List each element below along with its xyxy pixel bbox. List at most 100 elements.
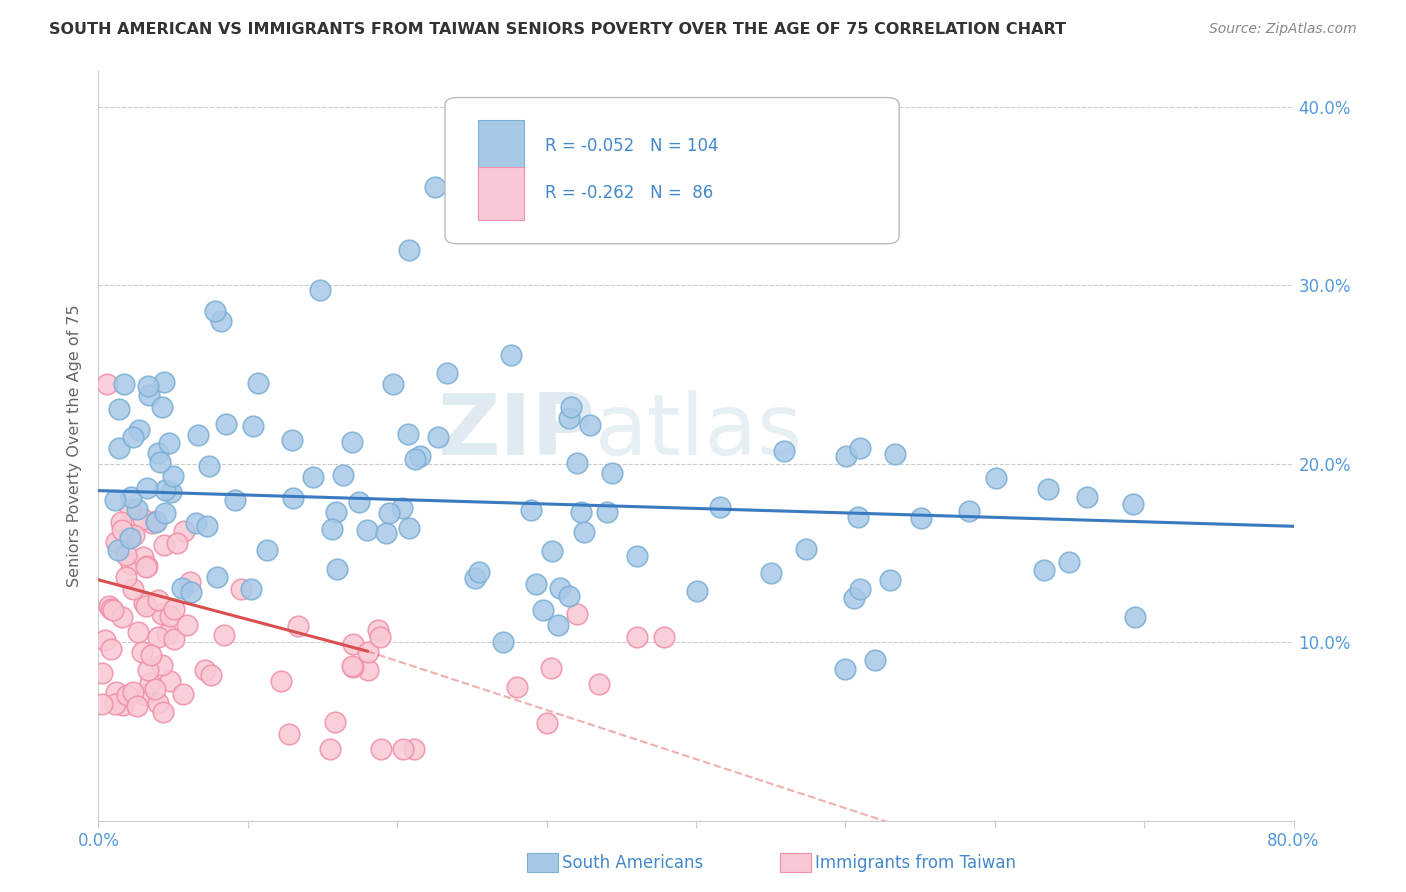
Point	[370, 742, 392, 756]
Point	[157, 435, 180, 450]
Point	[152, 375, 174, 389]
Y-axis label: Seniors Poverty Over the Age of 75: Seniors Poverty Over the Age of 75	[67, 305, 83, 587]
Point	[136, 481, 159, 495]
Point	[132, 596, 155, 610]
Point	[506, 680, 529, 694]
Point	[773, 443, 796, 458]
Point	[323, 715, 346, 730]
Point	[94, 633, 117, 648]
Point	[100, 602, 122, 616]
Point	[163, 632, 186, 646]
Point	[96, 376, 118, 391]
Point	[205, 570, 228, 584]
Point	[436, 367, 458, 381]
Point	[120, 491, 142, 505]
Point	[209, 314, 232, 328]
Point	[834, 662, 856, 676]
Point	[405, 452, 427, 467]
Point	[309, 283, 332, 297]
Text: R = -0.262   N =  86: R = -0.262 N = 86	[546, 185, 714, 202]
Point	[391, 742, 413, 756]
Point	[179, 575, 201, 590]
Text: Immigrants from Taiwan: Immigrants from Taiwan	[815, 854, 1017, 871]
Point	[759, 566, 782, 580]
Point	[108, 441, 131, 455]
Point	[910, 511, 932, 525]
Point	[153, 483, 176, 498]
Point	[1036, 482, 1059, 496]
Point	[112, 377, 135, 392]
Point	[540, 544, 562, 558]
Point	[104, 535, 127, 549]
Point	[136, 559, 159, 574]
Point	[198, 459, 221, 474]
Point	[122, 430, 145, 444]
Point	[132, 549, 155, 564]
Point	[212, 628, 235, 642]
Point	[652, 631, 675, 645]
Point	[115, 570, 138, 584]
Point	[127, 624, 149, 639]
Point	[281, 491, 304, 506]
Point	[138, 676, 160, 690]
Point	[464, 571, 486, 585]
FancyBboxPatch shape	[446, 97, 900, 244]
Point	[579, 417, 602, 432]
Point	[560, 401, 582, 415]
Point	[835, 449, 858, 463]
Point	[356, 523, 378, 537]
Point	[170, 582, 193, 596]
Point	[131, 645, 153, 659]
Point	[125, 698, 148, 713]
Point	[100, 641, 122, 656]
Point	[153, 538, 176, 552]
Point	[242, 418, 264, 433]
Point	[626, 630, 648, 644]
Point	[134, 688, 156, 702]
Point	[520, 503, 543, 517]
Point	[163, 601, 186, 615]
Point	[150, 657, 173, 672]
Point	[423, 180, 446, 194]
Point	[558, 589, 581, 603]
Point	[128, 423, 150, 437]
Point	[111, 524, 134, 538]
Point	[160, 484, 183, 499]
Point	[626, 549, 648, 564]
Point	[120, 501, 142, 516]
Point	[842, 591, 865, 606]
Point	[117, 688, 139, 702]
Point	[159, 608, 181, 623]
Point	[600, 466, 623, 480]
Point	[204, 303, 226, 318]
Point	[332, 467, 354, 482]
Point	[215, 417, 238, 432]
Point	[229, 582, 252, 596]
Point	[281, 433, 304, 447]
Point	[162, 469, 184, 483]
Point	[1076, 491, 1098, 505]
Point	[104, 697, 127, 711]
Point	[277, 726, 299, 740]
Point	[166, 535, 188, 549]
Point	[150, 400, 173, 414]
Text: Source: ZipAtlas.com: Source: ZipAtlas.com	[1209, 22, 1357, 37]
Point	[884, 447, 907, 461]
Point	[499, 348, 522, 362]
Point	[558, 410, 581, 425]
Point	[152, 706, 174, 720]
Point	[135, 599, 157, 613]
Point	[565, 607, 588, 622]
Point	[120, 528, 142, 542]
Point	[524, 577, 547, 591]
Point	[357, 645, 380, 659]
Point	[865, 653, 887, 667]
Point	[398, 243, 420, 257]
Point	[108, 402, 131, 417]
Point	[957, 504, 980, 518]
Point	[247, 376, 270, 390]
Text: SOUTH AMERICAN VS IMMIGRANTS FROM TAIWAN SENIORS POVERTY OVER THE AGE OF 75 CORR: SOUTH AMERICAN VS IMMIGRANTS FROM TAIWAN…	[49, 22, 1066, 37]
Point	[125, 502, 148, 516]
Point	[367, 623, 389, 637]
Point	[547, 618, 569, 632]
